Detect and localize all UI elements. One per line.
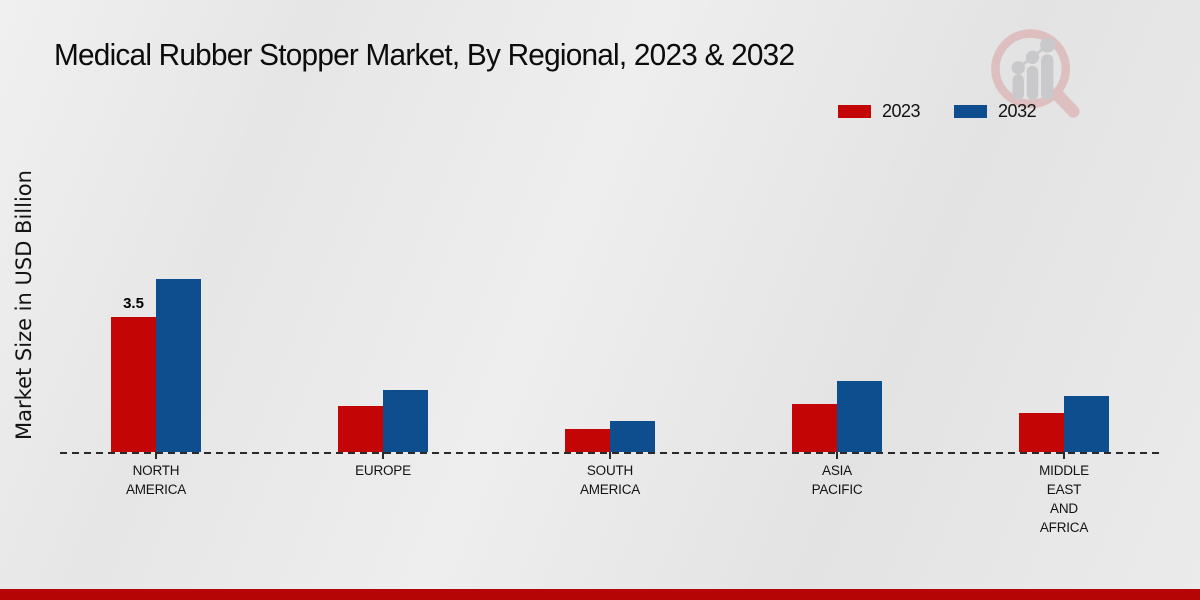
- chart-title: Medical Rubber Stopper Market, By Region…: [54, 37, 795, 72]
- x-axis-tick-middle-east-and-africa: [1063, 452, 1065, 459]
- bar-2023-asia-pacific: [792, 404, 837, 452]
- bar-2032-south-america: [610, 421, 655, 452]
- bar-2032-europe: [383, 390, 428, 452]
- x-axis-tick-north-america: [155, 452, 157, 459]
- legend-item-2032: 2032: [954, 101, 1037, 122]
- legend-label-2032: 2032: [998, 101, 1037, 121]
- legend-label-2023: 2023: [882, 101, 921, 121]
- legend: 2023 2032: [838, 101, 1037, 122]
- category-label-south-america: SOUTH AMERICA: [579, 463, 641, 497]
- x-axis-tick-asia-pacific: [836, 452, 838, 459]
- bar-2023-europe: [338, 406, 383, 452]
- legend-item-2023: 2023: [838, 101, 921, 122]
- category-label-europe: EUROPE: [355, 463, 411, 478]
- y-axis-label: Market Size in USD Billion: [12, 170, 36, 440]
- bar-2023-north-america: [111, 317, 156, 452]
- bar-2032-north-america: [156, 279, 201, 452]
- legend-swatch-2023: [838, 105, 871, 118]
- x-axis-tick-europe: [382, 452, 384, 459]
- bar-2032-asia-pacific: [837, 381, 882, 452]
- category-label-north-america: NORTH AMERICA: [125, 463, 187, 497]
- category-label-middle-east-and-africa: MIDDLE EAST AND AFRICA: [1039, 463, 1089, 535]
- bar-2023-south-america: [565, 429, 610, 452]
- bar-2023-middle-east-and-africa: [1019, 413, 1064, 452]
- legend-swatch-2032: [954, 105, 988, 118]
- bar-2032-middle-east-and-africa: [1064, 396, 1109, 452]
- magnifier-bar-chart-logo-icon: [991, 29, 1080, 118]
- x-axis-tick-south-america: [609, 452, 611, 459]
- footer-red-bar: [0, 589, 1200, 600]
- category-label-asia-pacific: ASIA PACIFIC: [811, 463, 863, 497]
- x-axis-baseline: [60, 452, 1163, 454]
- bar-value-label: 3.5: [123, 295, 144, 312]
